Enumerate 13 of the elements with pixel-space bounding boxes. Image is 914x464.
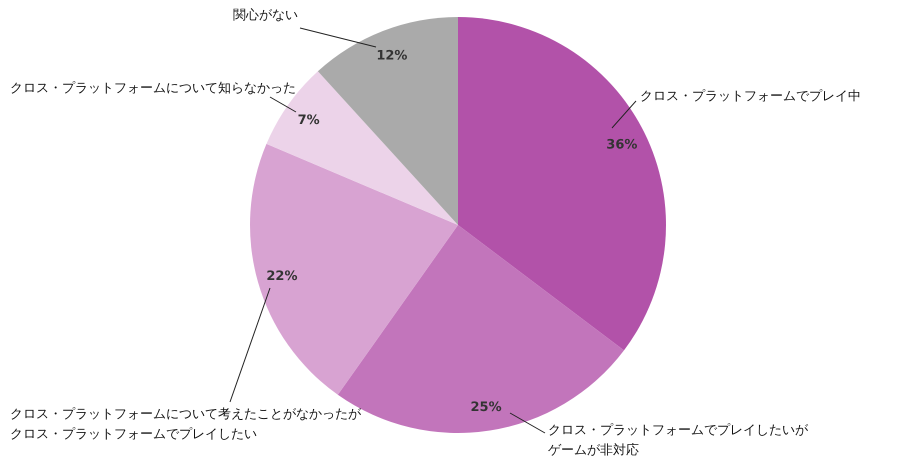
pie-slice — [250, 144, 458, 395]
slice-label: クロス・プラットフォームについて知らなかった — [10, 81, 296, 96]
data-label: 22% — [266, 269, 298, 284]
data-label: 36% — [606, 137, 638, 152]
data-label: 7% — [298, 113, 320, 128]
pie-slice — [318, 17, 458, 225]
slice-label: クロス・プラットフォームについて考えたことがなかったがクロス・プラットフォームでプレイしたい — [10, 407, 362, 442]
slice-label: 関心がない — [233, 7, 298, 23]
data-label: 12% — [376, 48, 408, 64]
data-label: 25% — [470, 400, 502, 415]
slice-label: クロス・プラットフォームでプレイ中 — [640, 89, 861, 104]
slice-label: クロス・プラットフォームでプレイしたいがゲームが非対応 — [548, 423, 809, 458]
pie-slice — [458, 17, 666, 350]
